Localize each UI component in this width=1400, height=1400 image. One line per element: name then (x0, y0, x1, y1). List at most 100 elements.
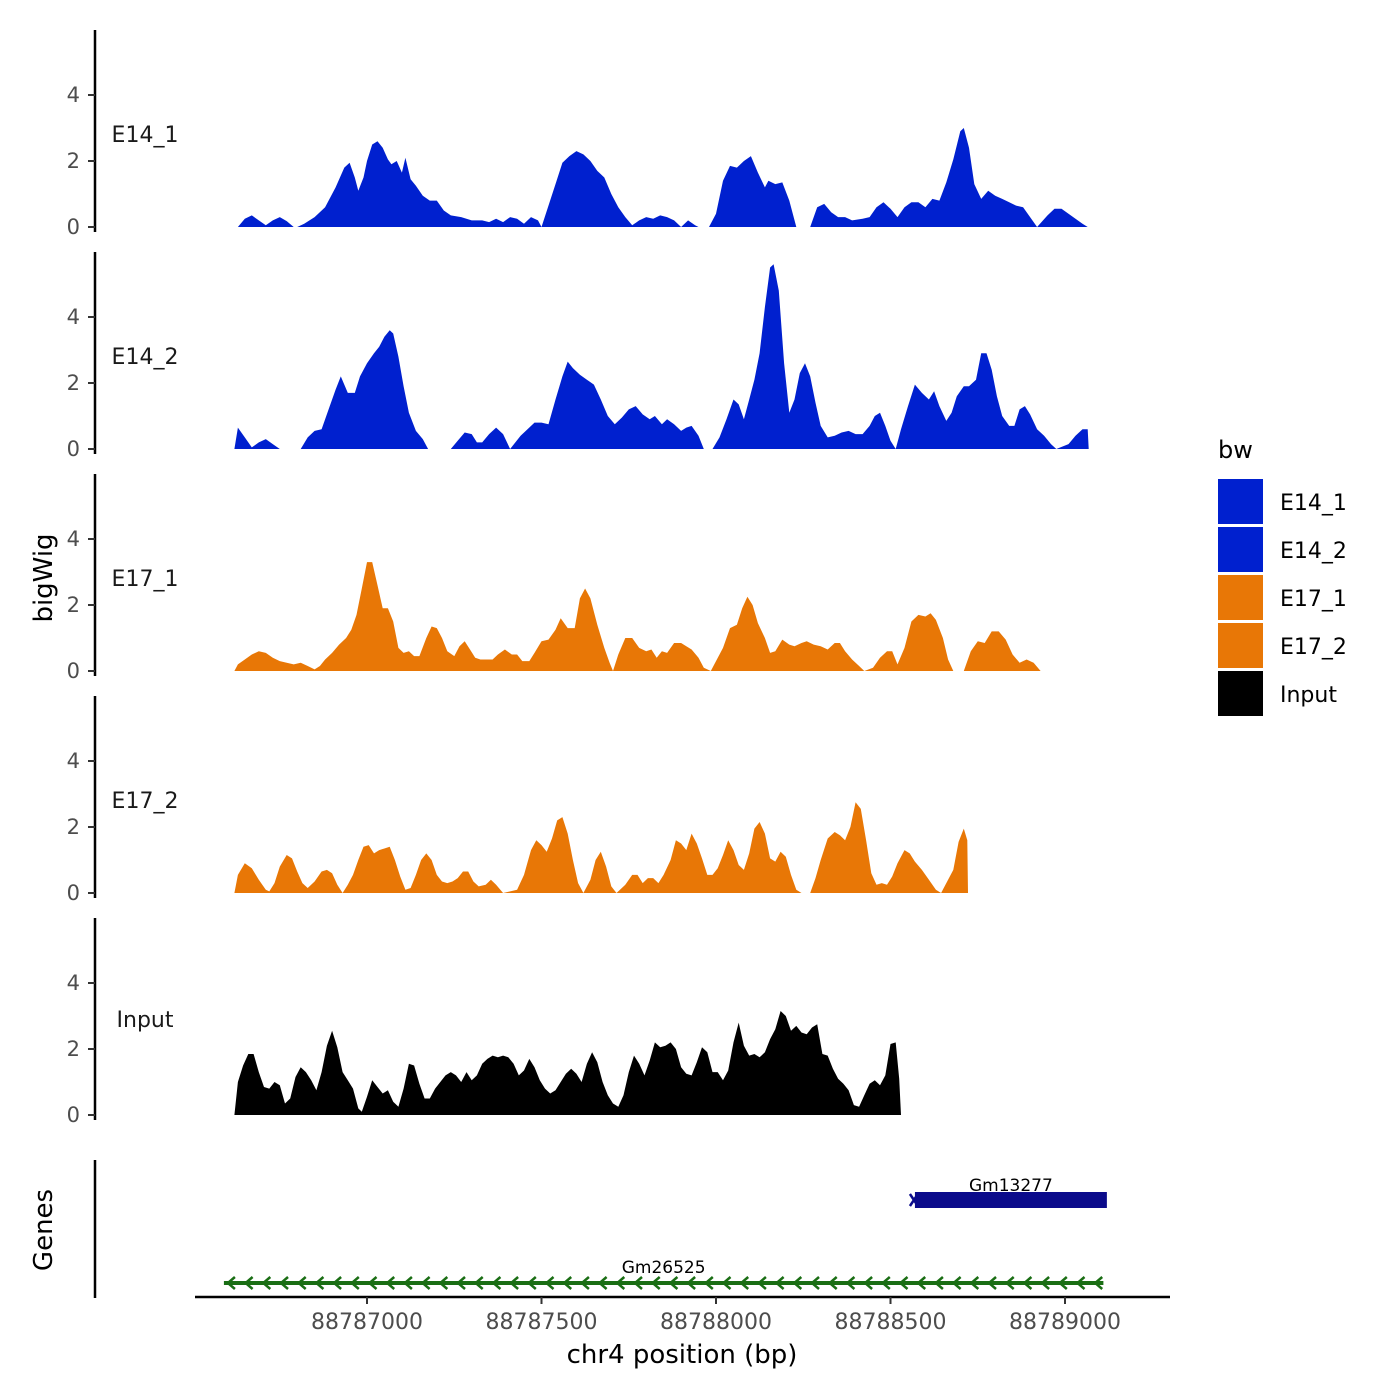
coverage-area-E14_2 (234, 264, 1089, 449)
strand-arrow (544, 1276, 555, 1290)
strand-arrow (243, 1276, 254, 1290)
legend: bw E14_1 E14_2 E17_1 E17_2 Input (1218, 436, 1347, 716)
legend-entry: E17_2 (1218, 623, 1347, 668)
strand-arrow (314, 1276, 325, 1290)
strand-arrow (279, 1276, 289, 1290)
strand-arrow (562, 1276, 573, 1290)
legend-label: E17_1 (1280, 587, 1347, 612)
legend-swatch (1218, 671, 1263, 716)
strand-arrow (650, 1276, 661, 1290)
gene-Gm26525: Gm26525 (223, 1258, 1104, 1290)
strand-arrow (509, 1276, 519, 1290)
strand-arrow (420, 1276, 431, 1290)
strand-arrow (597, 1276, 608, 1290)
strand-arrow (615, 1276, 626, 1290)
strand-arrow (739, 1276, 750, 1290)
strand-arrow (456, 1276, 466, 1290)
strand-arrow (792, 1276, 803, 1290)
strand-arrow (951, 1276, 962, 1290)
track-E17_2: 0 2 4 E17_2 (67, 696, 968, 905)
strand-arrow (845, 1276, 856, 1290)
y-tick-label: 0 (67, 1103, 80, 1127)
legend-swatch (1218, 575, 1263, 620)
gene-Gm13277: Gm13277 (908, 1176, 1107, 1208)
y-axis-title: bigWig (29, 533, 59, 622)
legend-swatch (1218, 527, 1263, 572)
strand-arrow (827, 1276, 838, 1290)
x-tick-label: 88787000 (311, 1310, 423, 1335)
strand-arrow (261, 1276, 272, 1290)
y-tick-label: 0 (67, 659, 80, 683)
x-tick-label: 88788000 (660, 1310, 772, 1335)
strand-arrow (491, 1276, 502, 1290)
strand-arrow (756, 1276, 767, 1290)
strand-arrow (332, 1276, 342, 1290)
coverage-area-E17_1 (234, 562, 1041, 671)
strand-arrow (1022, 1276, 1033, 1290)
legend-entry: E14_1 (1218, 479, 1347, 524)
strand-arrow (438, 1276, 449, 1290)
legend-label: Input (1280, 683, 1337, 708)
y-tick-label: 0 (67, 215, 80, 239)
x-tick-label: 88787500 (486, 1310, 598, 1335)
strand-arrow (863, 1276, 873, 1290)
coverage-area-Input (234, 1011, 901, 1115)
x-tick-label: 88789000 (1009, 1310, 1121, 1335)
y-tick-label: 4 (67, 527, 80, 551)
y-tick-label: 2 (67, 593, 80, 617)
legend-label: E17_2 (1280, 635, 1347, 660)
legend-entry: E17_1 (1218, 575, 1347, 620)
strand-arrow (1040, 1276, 1050, 1290)
strand-arrow (473, 1276, 484, 1290)
legend-entry: E14_2 (1218, 527, 1347, 572)
genes-axis-title: Genes (29, 1189, 59, 1271)
strand-arrow (686, 1276, 696, 1290)
y-tick-label: 2 (67, 149, 80, 173)
y-tick-label: 4 (67, 83, 80, 107)
strand-arrow (969, 1276, 980, 1290)
track-panels: 0 2 4 E14_1 0 2 4 E14_2 0 2 4 E17_1 0 2 4 E17_2 0 2 4 Input (67, 30, 1089, 1127)
strand-arrow (296, 1276, 307, 1290)
track-Input: 0 2 4 Input (67, 918, 901, 1127)
strand-arrow (225, 1276, 236, 1290)
strand-arrow (1004, 1276, 1015, 1290)
gene-body (223, 1281, 1104, 1285)
track-E14_2: 0 2 4 E14_2 (67, 252, 1089, 461)
y-tick-label: 2 (67, 815, 80, 839)
strand-arrow (810, 1276, 820, 1290)
strand-arrow (526, 1276, 537, 1290)
strand-arrow (933, 1276, 944, 1290)
strand-arrow (703, 1276, 714, 1290)
strand-arrow (668, 1276, 679, 1290)
strand-arrow (1075, 1276, 1086, 1290)
strand-arrow (385, 1276, 396, 1290)
y-tick-label: 4 (67, 749, 80, 773)
x-tick-label: 88788500 (835, 1310, 947, 1335)
strand-mark (908, 1193, 919, 1207)
legend-swatch (1218, 479, 1263, 524)
track-E14_1: 0 2 4 E14_1 (67, 30, 1088, 239)
legend-label: E14_1 (1280, 491, 1347, 516)
strand-arrow (1093, 1276, 1104, 1290)
strand-arrow (916, 1276, 927, 1290)
y-tick-label: 2 (67, 1037, 80, 1061)
strand-arrow (1057, 1276, 1068, 1290)
track-label: E17_1 (112, 567, 179, 592)
legend-title: bw (1218, 436, 1253, 464)
y-tick-label: 2 (67, 371, 80, 395)
track-label: E14_2 (112, 345, 179, 370)
track-E17_1: 0 2 4 E17_1 (67, 474, 1041, 683)
track-label: E14_1 (112, 123, 179, 148)
strand-arrow (987, 1276, 997, 1290)
track-label: Input (117, 1008, 174, 1033)
strand-arrow (579, 1276, 590, 1290)
genes-panel: Gm13277 Gm26525 (93, 1160, 1107, 1298)
coverage-area-E14_1 (237, 128, 1088, 227)
x-axis: 88787000 88787500 88788000 88788500 88789000 (195, 1295, 1170, 1335)
coverage-area-E17_2 (234, 802, 968, 893)
y-tick-label: 4 (67, 305, 80, 329)
gene-label: Gm26525 (622, 1258, 706, 1278)
gene-label: Gm13277 (969, 1176, 1053, 1196)
strand-arrows (225, 1276, 1104, 1290)
